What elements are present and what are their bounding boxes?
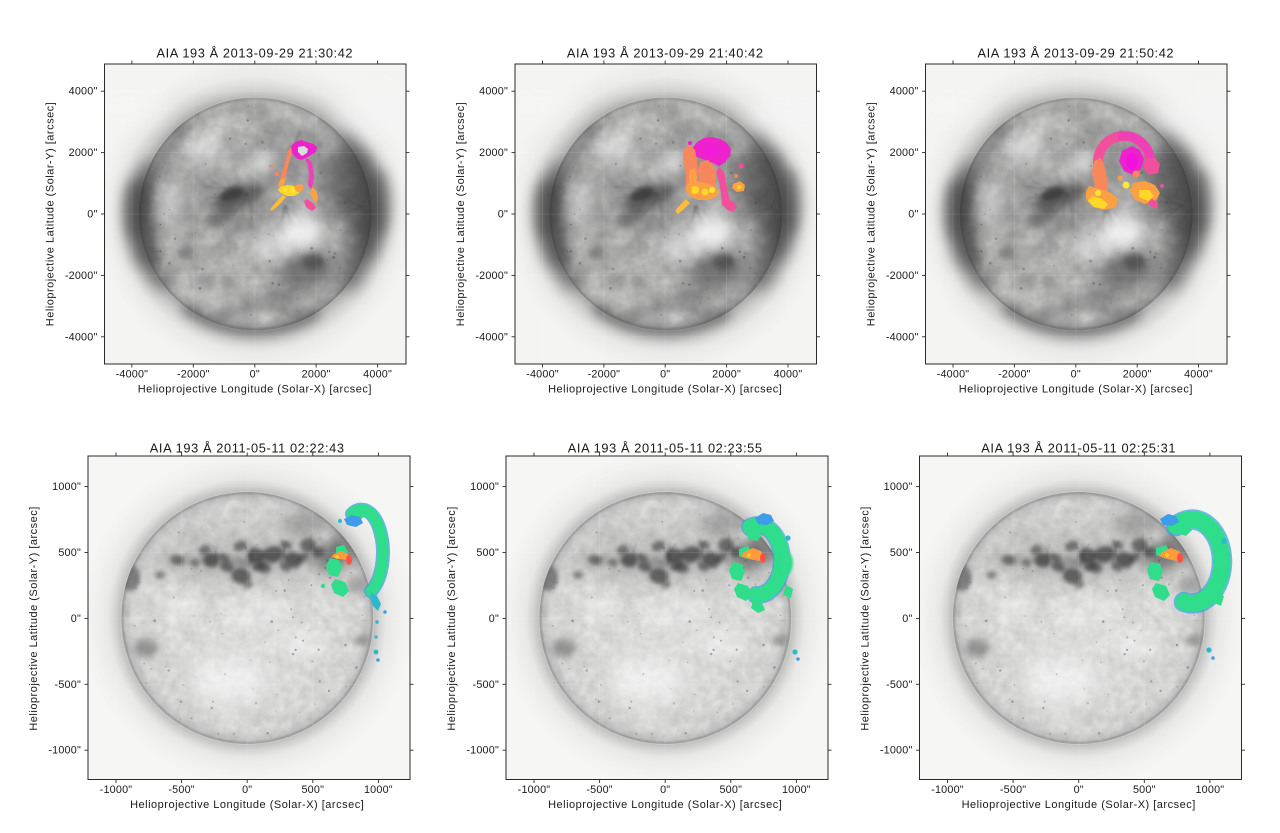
svg-text:-1000": -1000" — [48, 745, 81, 757]
svg-text:-1000": -1000" — [931, 784, 964, 796]
svg-text:-2000": -2000" — [65, 270, 98, 282]
svg-text:4000": 4000" — [479, 86, 508, 98]
svg-text:AIA 193 Å 2013-09-29 21:30:42: AIA 193 Å 2013-09-29 21:30:42 — [156, 45, 353, 60]
svg-text:-2000": -2000" — [475, 270, 508, 282]
svg-text:0": 0" — [250, 369, 260, 381]
svg-text:0": 0" — [242, 784, 252, 796]
svg-text:-500": -500" — [55, 679, 81, 691]
svg-text:1000": 1000" — [470, 481, 499, 493]
svg-text:1000": 1000" — [782, 784, 811, 796]
svg-text:1000": 1000" — [884, 481, 913, 493]
svg-text:-4000": -4000" — [475, 331, 508, 343]
svg-text:-500": -500" — [586, 784, 612, 796]
svg-text:-500": -500" — [168, 784, 194, 796]
svg-text:0": 0" — [902, 613, 912, 625]
svg-text:1000": 1000" — [52, 481, 81, 493]
svg-text:-1000": -1000" — [100, 784, 133, 796]
svg-text:Helioprojective Latitude (Sola: Helioprojective Latitude (Solar-Y) [arcs… — [45, 102, 57, 326]
svg-text:Helioprojective Longitude (Sol: Helioprojective Longitude (Solar-X) [arc… — [130, 799, 364, 811]
svg-text:0": 0" — [498, 209, 508, 221]
svg-text:Helioprojective Latitude (Sola: Helioprojective Latitude (Solar-Y) [arcs… — [28, 506, 40, 730]
svg-text:-2000": -2000" — [998, 369, 1031, 381]
svg-text:Helioprojective Latitude (Sola: Helioprojective Latitude (Solar-Y) [arcs… — [455, 102, 467, 326]
svg-text:500": 500" — [476, 547, 499, 559]
svg-text:500": 500" — [58, 547, 81, 559]
svg-text:2000": 2000" — [69, 147, 98, 159]
svg-text:4000": 4000" — [363, 369, 392, 381]
svg-text:Helioprojective Longitude (Sol: Helioprojective Longitude (Solar-X) [arc… — [962, 799, 1196, 811]
svg-text:Helioprojective Latitude (Sola: Helioprojective Latitude (Solar-Y) [arcs… — [860, 506, 872, 730]
svg-text:0": 0" — [1071, 369, 1081, 381]
svg-text:Helioprojective Longitude (Sol: Helioprojective Longitude (Solar-X) [arc… — [548, 799, 782, 811]
svg-text:500": 500" — [1133, 784, 1156, 796]
svg-text:1000": 1000" — [1195, 784, 1224, 796]
svg-text:Helioprojective Longitude (Sol: Helioprojective Longitude (Solar-X) [arc… — [138, 384, 372, 396]
svg-text:4000": 4000" — [890, 86, 919, 98]
svg-text:0": 0" — [1074, 784, 1084, 796]
svg-text:-2000": -2000" — [177, 369, 210, 381]
svg-text:-500": -500" — [473, 679, 499, 691]
svg-text:0": 0" — [489, 613, 499, 625]
svg-text:-2000": -2000" — [886, 270, 919, 282]
svg-text:AIA 193 Å 2011-05-11 02:22:43: AIA 193 Å 2011-05-11 02:22:43 — [150, 441, 345, 456]
svg-text:4000": 4000" — [1184, 369, 1213, 381]
svg-text:-500": -500" — [1000, 784, 1026, 796]
svg-text:-4000": -4000" — [937, 369, 970, 381]
svg-text:0": 0" — [660, 784, 670, 796]
svg-text:-4000": -4000" — [526, 369, 559, 381]
svg-text:0": 0" — [660, 369, 670, 381]
svg-text:-1000": -1000" — [518, 784, 551, 796]
svg-text:AIA 193 Å 2011-05-11 02:23:55: AIA 193 Å 2011-05-11 02:23:55 — [568, 441, 763, 456]
svg-text:-1000": -1000" — [466, 745, 499, 757]
svg-text:-2000": -2000" — [588, 369, 621, 381]
svg-text:500": 500" — [890, 547, 913, 559]
svg-text:-1000": -1000" — [880, 745, 913, 757]
svg-text:-500": -500" — [886, 679, 912, 691]
svg-text:2000": 2000" — [1123, 369, 1152, 381]
svg-text:2000": 2000" — [712, 369, 741, 381]
svg-text:500": 500" — [719, 784, 742, 796]
svg-text:4000": 4000" — [774, 369, 803, 381]
svg-text:-4000": -4000" — [65, 331, 98, 343]
svg-text:Helioprojective Latitude (Sola: Helioprojective Latitude (Solar-Y) [arcs… — [446, 506, 458, 730]
svg-text:Helioprojective Longitude (Sol: Helioprojective Longitude (Solar-X) [arc… — [548, 384, 782, 396]
svg-text:AIA 193 Å 2013-09-29 21:50:42: AIA 193 Å 2013-09-29 21:50:42 — [977, 45, 1174, 60]
svg-text:AIA 193 Å 2011-05-11 02:25:31: AIA 193 Å 2011-05-11 02:25:31 — [981, 441, 1176, 456]
svg-text:2000": 2000" — [479, 147, 508, 159]
svg-text:500": 500" — [301, 784, 324, 796]
svg-text:0": 0" — [908, 209, 918, 221]
svg-text:Helioprojective Longitude (Sol: Helioprojective Longitude (Solar-X) [arc… — [959, 384, 1193, 396]
svg-text:2000": 2000" — [302, 369, 331, 381]
svg-text:-4000": -4000" — [886, 331, 919, 343]
svg-text:4000": 4000" — [69, 86, 98, 98]
svg-text:0": 0" — [87, 209, 97, 221]
svg-text:AIA 193 Å 2013-09-29 21:40:42: AIA 193 Å 2013-09-29 21:40:42 — [567, 45, 764, 60]
svg-text:-4000": -4000" — [116, 369, 149, 381]
svg-text:Helioprojective Latitude (Sola: Helioprojective Latitude (Solar-Y) [arcs… — [866, 102, 878, 326]
svg-text:2000": 2000" — [890, 147, 919, 159]
svg-text:1000": 1000" — [364, 784, 393, 796]
svg-text:0": 0" — [71, 613, 81, 625]
